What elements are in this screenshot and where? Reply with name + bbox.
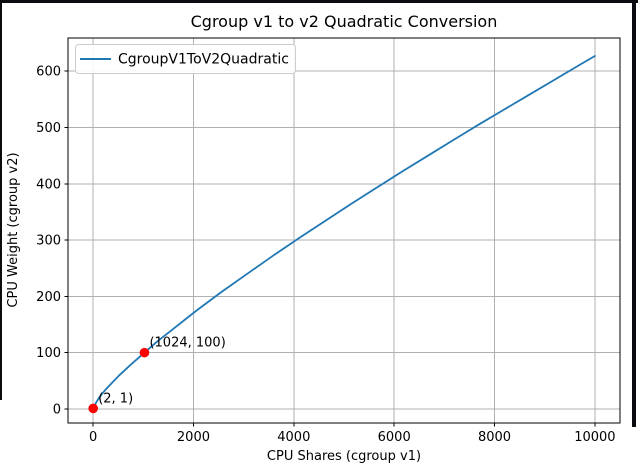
axes-spines	[67, 37, 621, 424]
y-tick-label: 500	[36, 121, 61, 136]
axes-frame	[64, 37, 621, 427]
y-tick-label: 300	[36, 234, 61, 249]
x-tick-label: 0	[89, 430, 97, 445]
x-axis-label: CPU Shares (cgroup v1)	[267, 449, 421, 464]
y-tick-label: 200	[36, 290, 61, 305]
legend: CgroupV1ToV2Quadratic	[75, 44, 296, 74]
legend-label: CgroupV1ToV2Quadratic	[118, 52, 289, 68]
y-tick-label: 600	[36, 65, 61, 80]
series-line	[92, 55, 596, 410]
point-annotation: (2, 1)	[98, 391, 133, 406]
data-series	[92, 55, 596, 410]
x-tick-label: 6000	[378, 430, 411, 445]
y-tick-label: 400	[36, 177, 61, 192]
annotated-point-marker	[139, 347, 150, 358]
x-tick-label: 4000	[277, 430, 310, 445]
annotations: (2, 1) (1024, 100)	[88, 336, 226, 414]
window-border-left	[0, 0, 2, 400]
point-annotation: (1024, 100)	[149, 336, 225, 351]
x-tick-label: 10000	[574, 430, 615, 445]
annotated-point-marker	[88, 403, 98, 414]
y-tick-label: 100	[36, 346, 61, 361]
x-tick-label: 2000	[177, 430, 210, 445]
legend-box	[75, 44, 296, 74]
y-tick-label: 0	[53, 402, 61, 417]
window-border-top	[0, 0, 638, 3]
chart-title: Cgroup v1 to v2 Quadratic Conversion	[191, 12, 498, 31]
grid	[68, 38, 620, 423]
y-axis-label: CPU Weight (cgroup v2)	[6, 152, 21, 307]
x-tick-label: 8000	[478, 430, 511, 445]
window-border-right	[632, 0, 636, 427]
tick-labels: 0 2000 4000 6000 8000 10000 0 100 200 300 400 500 60…	[36, 65, 615, 445]
